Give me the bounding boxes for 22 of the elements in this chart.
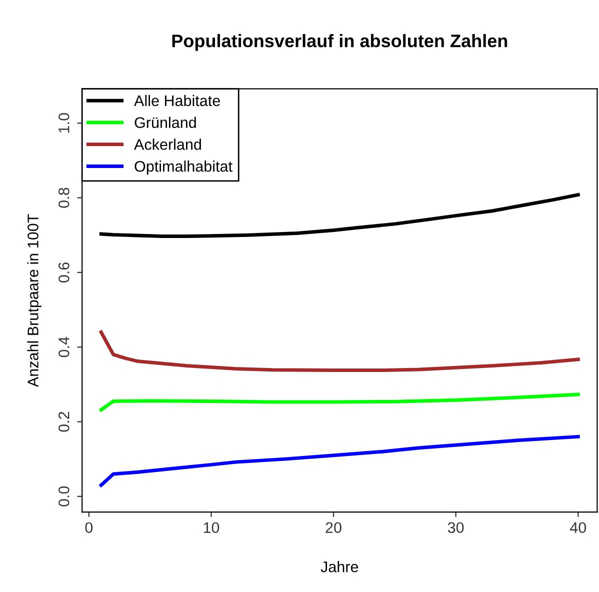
x-tick-label: 20 <box>326 522 342 534</box>
y-tick-label: 1.0 <box>58 113 70 133</box>
x-axis-title: Jahre <box>320 561 358 572</box>
y-axis-title: Anzahl Brutpaare in 100T <box>27 214 42 388</box>
line-series <box>99 434 580 487</box>
legend-label: Grünland <box>134 116 196 128</box>
x-tick-label: 0 <box>85 522 93 534</box>
legend-label: Alle Habitate <box>134 94 220 106</box>
y-tick-label: 0.2 <box>58 412 70 432</box>
x-tick-label: 30 <box>448 522 464 534</box>
line-series <box>99 330 580 372</box>
x-tick-label: 40 <box>570 522 586 534</box>
legend-label: Ackerland <box>134 138 201 150</box>
chart-title: Populationsverlauf in absoluten Zahlen <box>172 34 508 51</box>
line-series <box>99 193 580 238</box>
line-series <box>99 392 580 412</box>
x-tick-label: 10 <box>204 522 220 534</box>
legend-label: Optimalhabitat <box>134 160 232 175</box>
y-tick-label: 0.8 <box>58 188 70 208</box>
y-tick-label: 0.6 <box>58 262 70 282</box>
y-tick-label: 0.4 <box>58 336 70 358</box>
y-tick-label: 0.0 <box>58 486 70 506</box>
